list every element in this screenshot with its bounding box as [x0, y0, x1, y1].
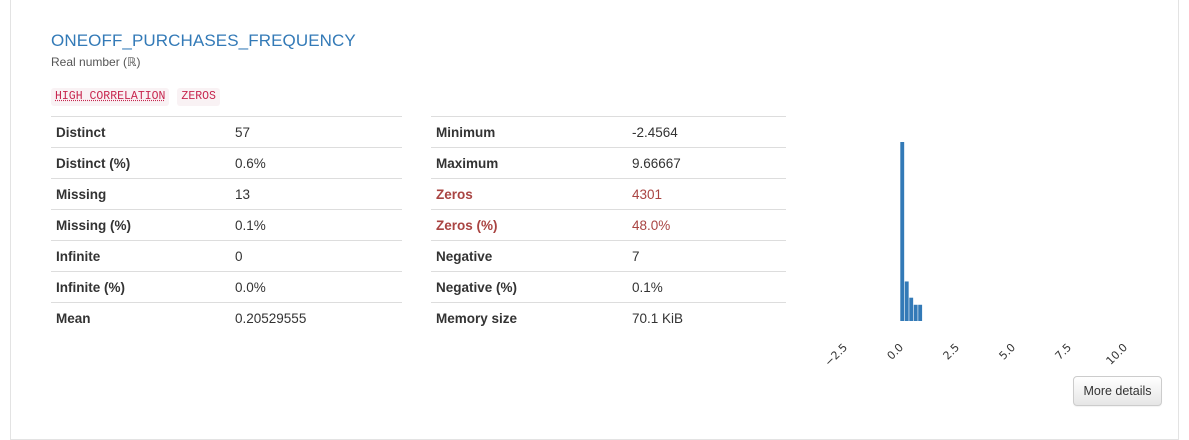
x-tick-label: 10.0	[1104, 341, 1131, 368]
badge-zeros: ZEROS	[177, 88, 220, 106]
x-tick-label: 2.5	[941, 341, 963, 363]
stat-value: 13	[230, 178, 402, 210]
variable-card: ONEOFF_PURCHASES_FREQUENCY Real number (…	[10, 0, 1179, 440]
stat-row-distinct-pct: Distinct (%) 0.6%	[51, 147, 402, 179]
histogram-bar-0	[900, 142, 905, 321]
stat-value: 7	[627, 240, 786, 272]
stat-row-minimum: Minimum -2.4564	[431, 116, 786, 148]
stat-label: Minimum	[431, 116, 627, 148]
stat-value: 0.20529555	[230, 302, 402, 333]
stat-label: Maximum	[431, 147, 627, 179]
variable-type: Real number (ℝ)	[51, 55, 141, 69]
stat-row-mean: Mean 0.20529555	[51, 302, 402, 333]
stat-row-infinite: Infinite 0	[51, 240, 402, 272]
stat-row-zeros: Zeros 4301	[431, 178, 786, 210]
stats-table-left: Distinct 57 Distinct (%) 0.6% Missing 13 Mi…	[51, 116, 402, 333]
stat-label: Infinite	[51, 240, 230, 272]
stat-row-distinct: Distinct 57	[51, 116, 402, 148]
variable-name[interactable]: ONEOFF_PURCHASES_FREQUENCY	[51, 31, 356, 50]
stat-row-negative: Negative 7	[431, 240, 786, 272]
stat-label: Mean	[51, 302, 230, 333]
stat-row-memory-size: Memory size 70.1 KiB	[431, 302, 786, 333]
stat-value: 0.0%	[230, 271, 402, 303]
histogram-bar-2	[909, 297, 914, 321]
histogram-chart: −2.5 0.0 2.5 5.0 7.5 10.0	[822, 142, 1131, 369]
stat-value: -2.4564	[627, 116, 786, 148]
stat-label: Infinite (%)	[51, 271, 230, 303]
stat-row-maximum: Maximum 9.66667	[431, 147, 786, 179]
histogram-bar-1	[904, 281, 909, 321]
stat-value: 0	[230, 240, 402, 272]
badge-high-correlation[interactable]: HIGH CORRELATION	[51, 88, 170, 106]
stat-value: 70.1 KiB	[627, 302, 786, 333]
stat-value: 48.0%	[627, 209, 786, 241]
stat-row-missing: Missing 13	[51, 178, 402, 210]
stat-label: Missing	[51, 178, 230, 210]
more-details-button[interactable]: More details	[1073, 376, 1162, 406]
stat-row-infinite-pct: Infinite (%) 0.0%	[51, 271, 402, 303]
stat-value: 57	[230, 116, 402, 148]
stat-label: Memory size	[431, 302, 627, 333]
stat-label: Negative (%)	[431, 271, 627, 303]
stat-value: 0.1%	[230, 209, 402, 241]
stat-row-negative-pct: Negative (%) 0.1%	[431, 271, 786, 303]
stat-label: Zeros	[431, 178, 627, 210]
alert-badges: HIGH CORRELATION ZEROS	[51, 88, 220, 106]
stat-value: 4301	[627, 178, 786, 210]
stat-label: Missing (%)	[51, 209, 230, 241]
stat-row-missing-pct: Missing (%) 0.1%	[51, 209, 402, 241]
x-tick-label: 7.5	[1053, 341, 1075, 363]
stat-value: 9.66667	[627, 147, 786, 179]
x-tick-label: 0.0	[885, 341, 907, 363]
stat-label: Negative	[431, 240, 627, 272]
stat-row-zeros-pct: Zeros (%) 48.0%	[431, 209, 786, 241]
stat-label: Zeros (%)	[431, 209, 627, 241]
stat-value: 0.6%	[230, 147, 402, 179]
stat-label: Distinct (%)	[51, 147, 230, 179]
x-tick-label: 5.0	[997, 341, 1019, 363]
histogram-bar-3	[913, 304, 918, 321]
stat-value: 0.1%	[627, 271, 786, 303]
stats-table-right: Minimum -2.4564 Maximum 9.66667 Zeros 4301 …	[431, 116, 786, 333]
x-tick-label: −2.5	[822, 341, 850, 369]
stat-label: Distinct	[51, 116, 230, 148]
histogram-bar-4	[918, 304, 923, 321]
